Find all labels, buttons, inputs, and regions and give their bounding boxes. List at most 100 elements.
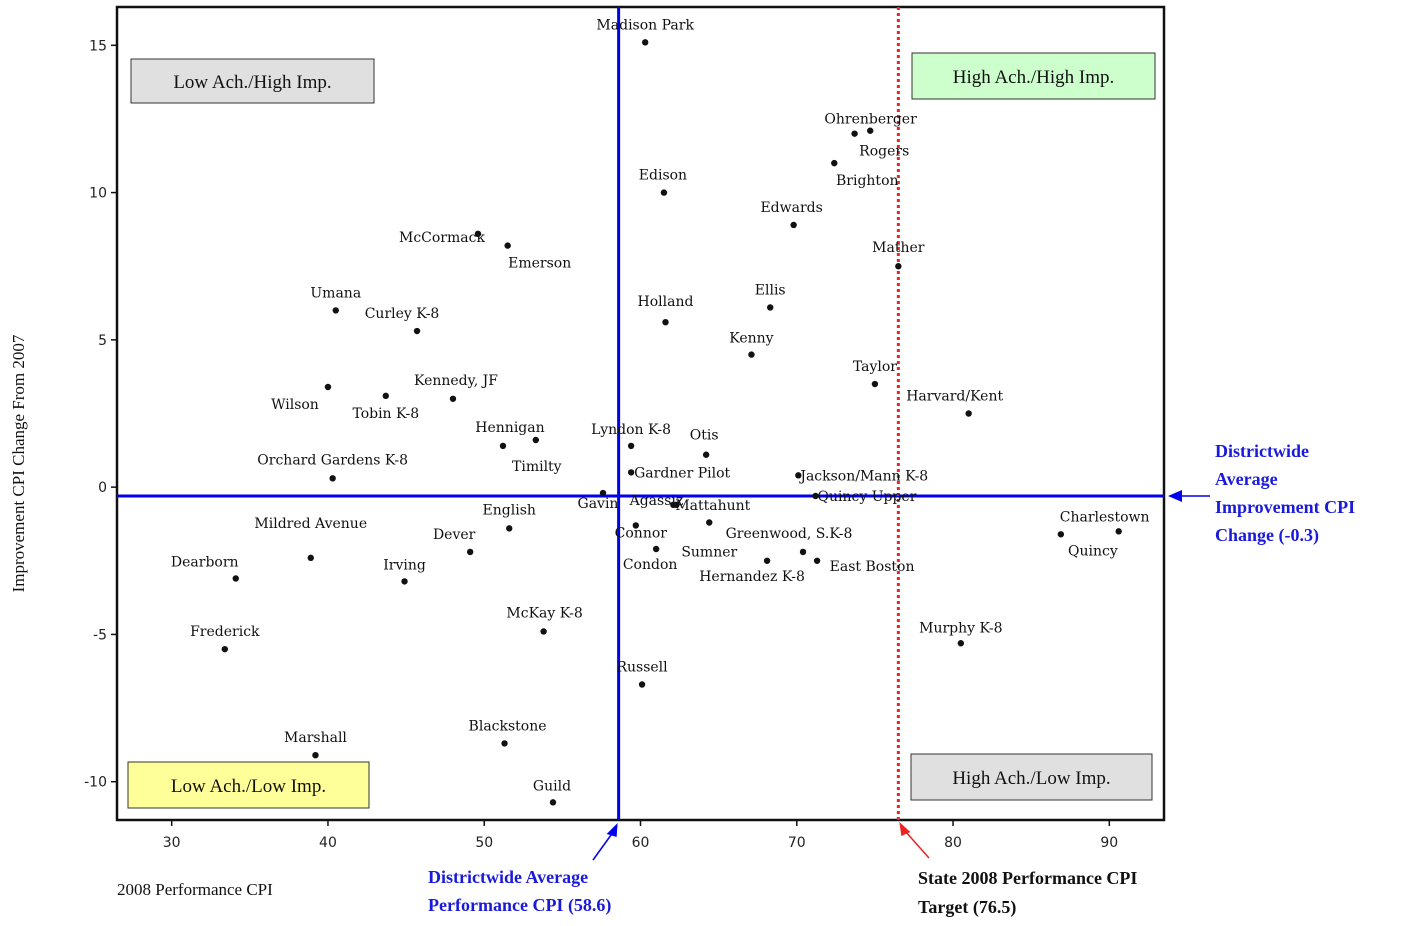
y-tick-label-15: 15 (89, 38, 107, 54)
points-layer: Madison Park Ohrenberger Rogers Brighton Edi… (171, 17, 1150, 806)
point-label-murphy-k-8: Murphy K-8 (919, 620, 1002, 636)
point-label-edwards: Edwards (760, 200, 822, 216)
point-marshall (312, 751, 319, 759)
point-kenny (748, 351, 755, 358)
x-tick-label-50: 50 (475, 835, 493, 851)
point-label-gardner-pilot: Gardner Pilot (634, 465, 730, 481)
quadrant-top-right-label: High Ach./High Imp. (953, 67, 1115, 88)
point-greenwood-s-k-8 (799, 548, 807, 556)
point-harvard-kent (965, 410, 972, 417)
y-tick-label-0: 0 (98, 480, 107, 496)
point-label-taylor: Taylor (853, 359, 897, 375)
point-hennigan (499, 442, 507, 450)
point-kennedy-jf (449, 395, 457, 402)
point-ellis (767, 304, 774, 311)
x-tick-label-40: 40 (319, 835, 337, 851)
point-label-emerson: Emerson (508, 256, 571, 272)
point-guild (549, 799, 557, 806)
point-label-wilson: Wilson (271, 397, 319, 413)
point-dearborn (232, 575, 239, 582)
point-quincy-upper (812, 492, 819, 500)
point-curley-k-8 (413, 327, 421, 335)
point-label-mather: Mather (872, 240, 925, 256)
y-tick-label-10: 10 (89, 186, 107, 202)
quadrant-bottom-left-box (127, 761, 370, 809)
point-label-rogers: Rogers (859, 144, 909, 160)
x-tick-label-90: 90 (1100, 835, 1118, 851)
point-label-condon: Condon (623, 557, 678, 573)
point-condon (652, 545, 660, 553)
point-label-frederick: Frederick (190, 624, 260, 640)
point-blackstone (501, 740, 508, 747)
point-label-edison: Edison (639, 168, 687, 184)
point-sumner (706, 519, 713, 526)
point-label-mildred-avenue: Mildred Avenue (254, 516, 367, 532)
point-brighton (831, 159, 838, 167)
point-label-marshall: Marshall (284, 730, 347, 746)
point-label-mckay-k-8: McKay K-8 (506, 605, 582, 621)
y-tick-label-5: 5 (98, 333, 107, 349)
point-murphy-k-8 (957, 640, 965, 647)
point-label-irving: Irving (383, 557, 426, 573)
point-label-harvard-kent: Harvard/Kent (906, 389, 1003, 405)
annotation-district-perf-arrowhead (606, 823, 618, 837)
point-mckay-k-8 (540, 628, 547, 635)
point-jackson-mann-k-8 (795, 472, 802, 479)
point-label-hennigan: Hennigan (475, 420, 544, 436)
point-label-umana: Umana (310, 285, 361, 301)
point-hernandez-k-8 (763, 557, 771, 564)
x-axis-title: 2008 Performance CPI (117, 880, 273, 899)
plot-frame (115, 5, 1166, 822)
point-label-quincy: Quincy (1068, 543, 1118, 559)
point-label-kenny: Kenny (729, 331, 773, 347)
point-gardner-pilot (627, 469, 635, 476)
point-label-curley-k-8: Curley K-8 (365, 306, 440, 322)
point-rogers (867, 127, 874, 134)
point-mather (895, 263, 902, 270)
x-tick-label-30: 30 (163, 835, 181, 851)
quadrant-bottom-right-box (910, 753, 1153, 801)
point-label-timilty: Timilty (512, 459, 562, 475)
point-mattahunt (670, 501, 677, 509)
point-label-madison-park: Madison Park (596, 17, 694, 33)
point-label-ellis: Ellis (755, 282, 786, 298)
point-label-hernandez-k-8: Hernandez K-8 (699, 569, 805, 585)
point-label-dever: Dever (433, 527, 476, 543)
point-holland (662, 318, 669, 326)
point-label-blackstone: Blackstone (469, 718, 547, 734)
annotation-district-perf-line-1: Performance CPI (58.6) (428, 895, 611, 916)
point-tobin-k-8 (382, 392, 389, 400)
annotation-district-imp-line-3: Change (-0.3) (1215, 525, 1319, 546)
point-label-charlestown: Charlestown (1060, 509, 1150, 525)
point-east-boston (813, 557, 821, 564)
point-label-mccormack: McCormack (399, 230, 485, 246)
point-charlestown (1115, 528, 1122, 535)
annotation-state-target-line-1: Target (76.5) (918, 897, 1016, 918)
point-connor (632, 522, 640, 529)
point-label-lyndon-k-8: Lyndon K-8 (591, 422, 671, 438)
point-gavin (599, 489, 607, 497)
point-otis (702, 451, 710, 458)
point-label-agassiz: Agassiz (629, 493, 684, 509)
point-label-brighton: Brighton (836, 173, 899, 189)
annotation-state-target-line-0: State 2008 Performance CPI (918, 868, 1137, 888)
point-label-gavin: Gavin (578, 496, 619, 512)
annotation-state-target-arrowhead (899, 822, 911, 836)
point-label-mattahunt: Mattahunt (675, 498, 750, 514)
point-lyndon-k-8 (627, 442, 635, 450)
point-emerson (504, 242, 511, 249)
point-ohrenberger (851, 130, 858, 137)
point-mildred-avenue (307, 554, 314, 562)
point-edwards (790, 221, 797, 229)
x-tick-label-80: 80 (944, 835, 962, 851)
point-label-ohrenberger: Ohrenberger (824, 112, 917, 128)
point-label-greenwood-s-k-8: Greenwood, S.K-8 (726, 526, 853, 542)
point-frederick (221, 645, 229, 653)
annotation-district-imp-line-2: Improvement CPI (1215, 497, 1355, 517)
point-label-guild: Guild (533, 778, 571, 794)
point-label-english: English (483, 502, 536, 518)
quadrant-bottom-left-label: Low Ach./Low Imp. (171, 776, 326, 797)
point-irving (401, 578, 408, 585)
point-madison-park (641, 39, 649, 46)
